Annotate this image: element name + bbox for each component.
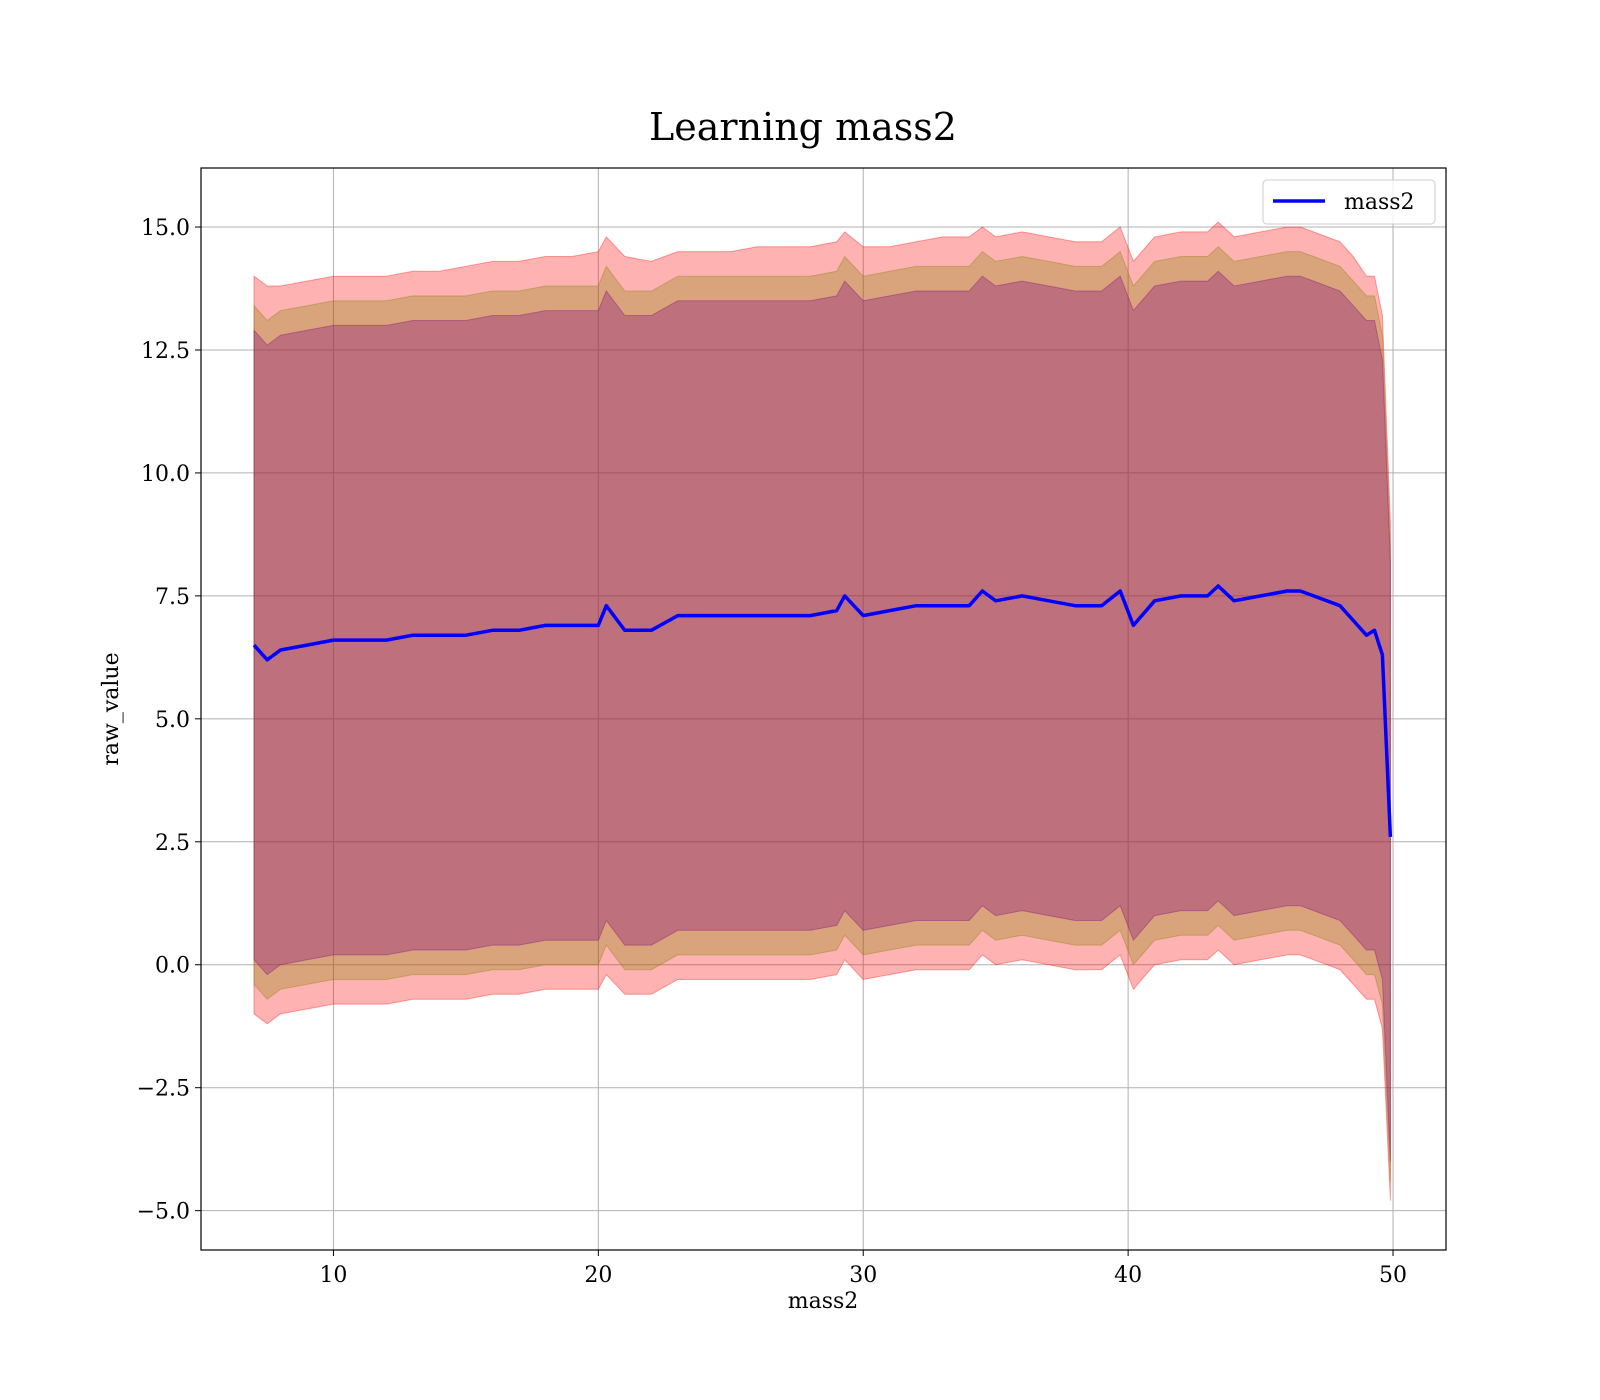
chart-title: Learning mass2 [649,105,957,149]
y-tick-label-0: −5.0 [137,1200,190,1225]
x-tick-label-1: 20 [584,1263,612,1288]
series-line-mass2 [252,584,1393,837]
x-axis-ticks: 10 20 30 40 50 [319,1250,1407,1288]
legend-box [1262,179,1436,225]
x-tick-label-3: 40 [1114,1263,1142,1288]
band-0 [253,221,1391,1201]
x-tick-label-4: 50 [1379,1263,1407,1288]
y-tick-label-1: −2.5 [137,1077,190,1102]
x-tick-label-2: 30 [849,1263,877,1288]
confidence-bands [253,221,1391,1201]
y-tick-label-6: 10.0 [141,462,190,487]
x-tick-label-0: 10 [319,1263,347,1288]
y-tick-label-4: 5.0 [155,708,190,733]
band-2 [253,270,1391,1162]
y-axis-ticks: −5.0 −2.5 0.0 2.5 5.0 7.5 10.0 12.5 15.0 [137,216,201,1225]
legend: mass2 [1262,179,1436,225]
legend-label-mass2: mass2 [1344,190,1415,215]
y-tick-label-5: 7.5 [155,585,190,610]
y-axis-title: raw_value [99,652,124,765]
plot-frame [200,167,1447,1251]
grid [201,168,1446,1250]
y-tick-label-7: 12.5 [141,339,190,364]
series-lines [252,584,1393,837]
y-tick-label-3: 2.5 [155,831,190,856]
x-axis-title: mass2 [788,1289,859,1314]
y-tick-label-2: 0.0 [155,954,190,979]
y-tick-label-8: 15.0 [141,216,190,241]
band-1 [253,246,1391,1182]
